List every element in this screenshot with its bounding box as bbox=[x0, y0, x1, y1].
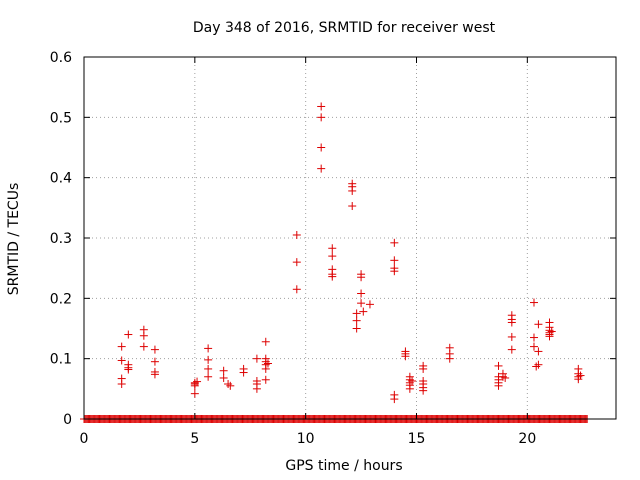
data-point bbox=[348, 186, 357, 195]
data-point bbox=[150, 345, 159, 354]
x-tick-label: 10 bbox=[297, 431, 315, 447]
y-axis-label: SRMTID / TECUs bbox=[6, 183, 22, 296]
data-point bbox=[226, 381, 235, 390]
data-point bbox=[352, 309, 361, 318]
x-tick-label: 5 bbox=[190, 431, 199, 447]
data-point bbox=[117, 380, 126, 389]
data-point bbox=[501, 373, 510, 382]
data-series bbox=[117, 102, 585, 404]
data-point bbox=[239, 368, 248, 377]
data-point bbox=[150, 357, 159, 366]
data-point bbox=[390, 395, 399, 404]
data-point bbox=[576, 371, 585, 380]
data-point bbox=[204, 344, 213, 353]
data-point bbox=[357, 273, 366, 282]
data-point bbox=[317, 143, 326, 152]
x-tick-label: 20 bbox=[518, 431, 536, 447]
x-tick-label: 15 bbox=[408, 431, 426, 447]
data-point bbox=[252, 384, 261, 393]
data-point bbox=[390, 256, 399, 265]
y-tick-label: 0.6 bbox=[50, 50, 72, 66]
data-point bbox=[494, 381, 503, 390]
data-point bbox=[117, 342, 126, 351]
ticks-layer: 0 0.1 0.2 0.3 0.4 0.5 0.6 0 5 10 15 20 bbox=[50, 50, 616, 447]
data-point bbox=[292, 285, 301, 294]
data-point bbox=[139, 342, 148, 351]
data-point bbox=[190, 389, 199, 398]
data-point bbox=[529, 342, 538, 351]
data-point bbox=[547, 327, 556, 336]
data-point bbox=[534, 320, 543, 329]
data-point bbox=[317, 113, 326, 122]
data-point bbox=[348, 202, 357, 211]
data-point bbox=[445, 354, 454, 363]
data-point bbox=[328, 244, 337, 253]
data-point bbox=[419, 386, 428, 395]
x-axis-label: GPS time / hours bbox=[285, 458, 402, 474]
data-point bbox=[365, 300, 374, 309]
data-point bbox=[219, 373, 228, 382]
data-point bbox=[328, 272, 337, 281]
data-point bbox=[150, 370, 159, 379]
data-point bbox=[124, 365, 133, 374]
data-point bbox=[261, 364, 270, 373]
data-point bbox=[534, 347, 543, 356]
data-point bbox=[507, 318, 516, 327]
data-point bbox=[529, 333, 538, 342]
data-point bbox=[252, 354, 261, 363]
data-point bbox=[529, 298, 538, 307]
data-point bbox=[408, 376, 417, 385]
y-tick-label: 0.2 bbox=[50, 291, 72, 307]
data-point bbox=[204, 364, 213, 373]
data-point bbox=[507, 332, 516, 341]
data-point bbox=[328, 252, 337, 261]
data-point bbox=[357, 289, 366, 298]
data-point bbox=[352, 324, 361, 333]
data-point bbox=[204, 372, 213, 381]
data-point bbox=[359, 307, 368, 316]
data-point bbox=[401, 352, 410, 361]
y-tick-label: 0.1 bbox=[50, 352, 72, 368]
x-tick-label: 0 bbox=[80, 431, 89, 447]
data-point bbox=[292, 230, 301, 239]
data-point bbox=[390, 267, 399, 276]
y-tick-label: 0.4 bbox=[50, 171, 72, 187]
data-point bbox=[190, 381, 199, 390]
data-point bbox=[292, 258, 301, 267]
y-tick-label: 0.5 bbox=[50, 110, 72, 126]
chart-title: Day 348 of 2016, SRMTID for receiver wes… bbox=[193, 20, 496, 36]
data-point bbox=[357, 299, 366, 308]
data-point bbox=[317, 164, 326, 173]
data-point bbox=[193, 377, 202, 386]
y-tick-label: 0.3 bbox=[50, 231, 72, 247]
grid-layer bbox=[84, 57, 616, 419]
data-point bbox=[532, 362, 541, 371]
data-point bbox=[352, 316, 361, 325]
data-point bbox=[261, 375, 270, 384]
data-point bbox=[545, 332, 554, 341]
data-point bbox=[204, 355, 213, 364]
data-point bbox=[139, 331, 148, 340]
data-point bbox=[117, 356, 126, 365]
y-tick-label: 0 bbox=[63, 412, 72, 428]
data-point bbox=[263, 359, 272, 368]
data-point bbox=[224, 380, 233, 389]
data-point bbox=[317, 102, 326, 111]
data-point bbox=[419, 364, 428, 373]
data-point bbox=[124, 330, 133, 339]
data-point bbox=[390, 238, 399, 247]
data-point bbox=[405, 384, 414, 393]
data-point bbox=[261, 337, 270, 346]
data-point bbox=[494, 361, 503, 370]
data-point bbox=[219, 366, 228, 375]
data-point bbox=[534, 360, 543, 369]
data-point bbox=[507, 345, 516, 354]
